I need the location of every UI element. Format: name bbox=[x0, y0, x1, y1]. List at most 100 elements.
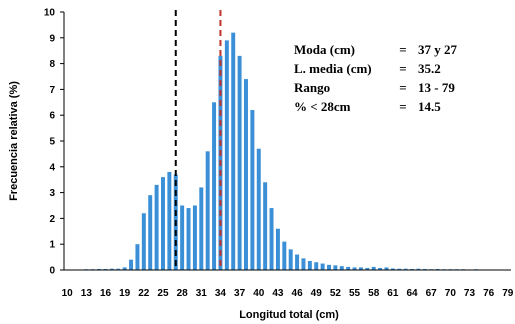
histogram-bar bbox=[237, 55, 242, 270]
histogram-bar bbox=[384, 267, 389, 270]
stat-value: 14.5 bbox=[418, 99, 441, 114]
histogram-bar bbox=[167, 171, 172, 270]
stat-label: % < 28cm bbox=[294, 99, 351, 114]
histogram-bar bbox=[103, 268, 108, 270]
histogram-bar bbox=[403, 268, 408, 270]
histogram-bar bbox=[250, 110, 255, 270]
histogram-bar bbox=[212, 102, 217, 270]
x-tick-label: 61 bbox=[387, 288, 399, 299]
y-tick-label: 4 bbox=[49, 162, 55, 173]
histogram-bar bbox=[231, 32, 236, 270]
stat-row-rango: Rango = 13 - 79 bbox=[294, 78, 506, 97]
x-tick-label: 55 bbox=[349, 288, 361, 299]
histogram-bar bbox=[141, 213, 146, 270]
x-tick-label: 70 bbox=[445, 288, 457, 299]
y-tick-label: 5 bbox=[49, 137, 55, 148]
histogram-bar bbox=[97, 268, 102, 270]
x-tick-label: 19 bbox=[119, 288, 131, 299]
x-tick-label: 49 bbox=[311, 288, 323, 299]
histogram-bar bbox=[269, 208, 274, 270]
x-tick-label: 37 bbox=[234, 288, 246, 299]
histogram-bar bbox=[192, 205, 197, 270]
x-tick-label: 52 bbox=[330, 288, 342, 299]
y-tick-label: 0 bbox=[49, 266, 55, 277]
histogram-bar bbox=[435, 268, 440, 270]
x-tick-label: 28 bbox=[177, 288, 189, 299]
x-axis-ticks: 10 13 16 19 22 25 28 31 34 37 40 43 46 49 52 55 58 61 64 67… bbox=[62, 288, 514, 299]
x-tick-label: 16 bbox=[100, 288, 112, 299]
histogram-bar bbox=[390, 268, 395, 270]
x-tick-label: 46 bbox=[292, 288, 304, 299]
histogram-bar bbox=[307, 260, 312, 270]
x-axis-label: Longitud total (cm) bbox=[239, 309, 339, 321]
y-tick-label: 8 bbox=[49, 59, 55, 70]
y-tick-label: 3 bbox=[49, 188, 55, 199]
stat-label: Moda (cm) bbox=[294, 42, 356, 57]
histogram-bar bbox=[301, 258, 306, 270]
x-tick-label: 31 bbox=[196, 288, 208, 299]
stat-row-moda: Moda (cm) = 37 y 27 bbox=[294, 40, 506, 59]
histogram-bar bbox=[160, 177, 165, 270]
y-tick-label: 7 bbox=[49, 85, 55, 96]
histogram-bar bbox=[275, 228, 280, 270]
histogram-bar bbox=[352, 267, 357, 270]
y-tick-label: 10 bbox=[44, 8, 56, 19]
histogram-bar bbox=[346, 266, 351, 270]
histogram-bar bbox=[339, 266, 344, 270]
x-tick-label: 22 bbox=[138, 288, 150, 299]
x-tick-label: 40 bbox=[253, 288, 265, 299]
histogram-bar bbox=[320, 263, 325, 270]
histogram-bar bbox=[416, 268, 421, 270]
stats-box: Moda (cm) = 37 y 27 L. media (cm) = 35.2… bbox=[294, 40, 506, 116]
histogram-bar bbox=[109, 268, 114, 270]
histogram-bar bbox=[371, 266, 376, 270]
x-tick-label: 25 bbox=[157, 288, 169, 299]
histogram-bar bbox=[135, 244, 140, 270]
stat-equals: = bbox=[399, 99, 407, 114]
y-axis-ticks: 0 1 2 3 4 5 6 7 8 9 10 bbox=[44, 8, 64, 277]
x-tick-label: 10 bbox=[62, 288, 74, 299]
x-tick-label: 79 bbox=[502, 288, 514, 299]
stat-label: Rango bbox=[294, 80, 331, 95]
y-axis-label: Frecuencia relativa (%) bbox=[8, 81, 20, 201]
histogram-bar bbox=[122, 267, 127, 270]
histogram-bar bbox=[358, 267, 363, 270]
stat-value: 13 - 79 bbox=[418, 80, 455, 95]
histogram-bar bbox=[263, 182, 268, 270]
x-tick-label: 64 bbox=[406, 288, 418, 299]
histogram-bar bbox=[314, 262, 319, 270]
reference-lines bbox=[174, 10, 222, 270]
x-tick-label: 34 bbox=[215, 288, 227, 299]
histogram-bar bbox=[295, 254, 300, 270]
x-tick-label: 13 bbox=[81, 288, 93, 299]
histogram-bar bbox=[327, 264, 331, 270]
stat-value: 35.2 bbox=[418, 61, 441, 76]
stat-equals: = bbox=[399, 42, 407, 57]
histogram-bar bbox=[244, 79, 248, 270]
x-tick-label: 43 bbox=[272, 288, 284, 299]
stat-row-longitud-media: L. media (cm) = 35.2 bbox=[294, 59, 506, 78]
histogram-bar bbox=[282, 241, 287, 270]
histogram-bar bbox=[365, 267, 370, 270]
histogram-bar bbox=[410, 268, 415, 270]
x-tick-label: 67 bbox=[426, 288, 438, 299]
histogram-bar bbox=[148, 195, 153, 270]
histogram-bar bbox=[199, 187, 204, 270]
histogram-bar bbox=[205, 151, 210, 270]
histogram-bar bbox=[129, 259, 134, 270]
histogram-bar bbox=[154, 184, 159, 270]
histogram-bar bbox=[224, 40, 229, 270]
y-tick-label: 6 bbox=[49, 111, 55, 122]
histogram-bar bbox=[333, 265, 338, 270]
y-tick-label: 9 bbox=[49, 33, 55, 44]
histogram-bar bbox=[256, 148, 261, 270]
histogram-bar bbox=[378, 267, 383, 270]
stat-equals: = bbox=[399, 80, 407, 95]
x-tick-label: 58 bbox=[368, 288, 380, 299]
histogram-bar bbox=[180, 205, 185, 270]
stat-value: 37 y 27 bbox=[418, 42, 457, 57]
y-tick-label: 2 bbox=[49, 214, 55, 225]
histogram-bar bbox=[422, 268, 427, 270]
x-tick-label: 76 bbox=[483, 288, 495, 299]
